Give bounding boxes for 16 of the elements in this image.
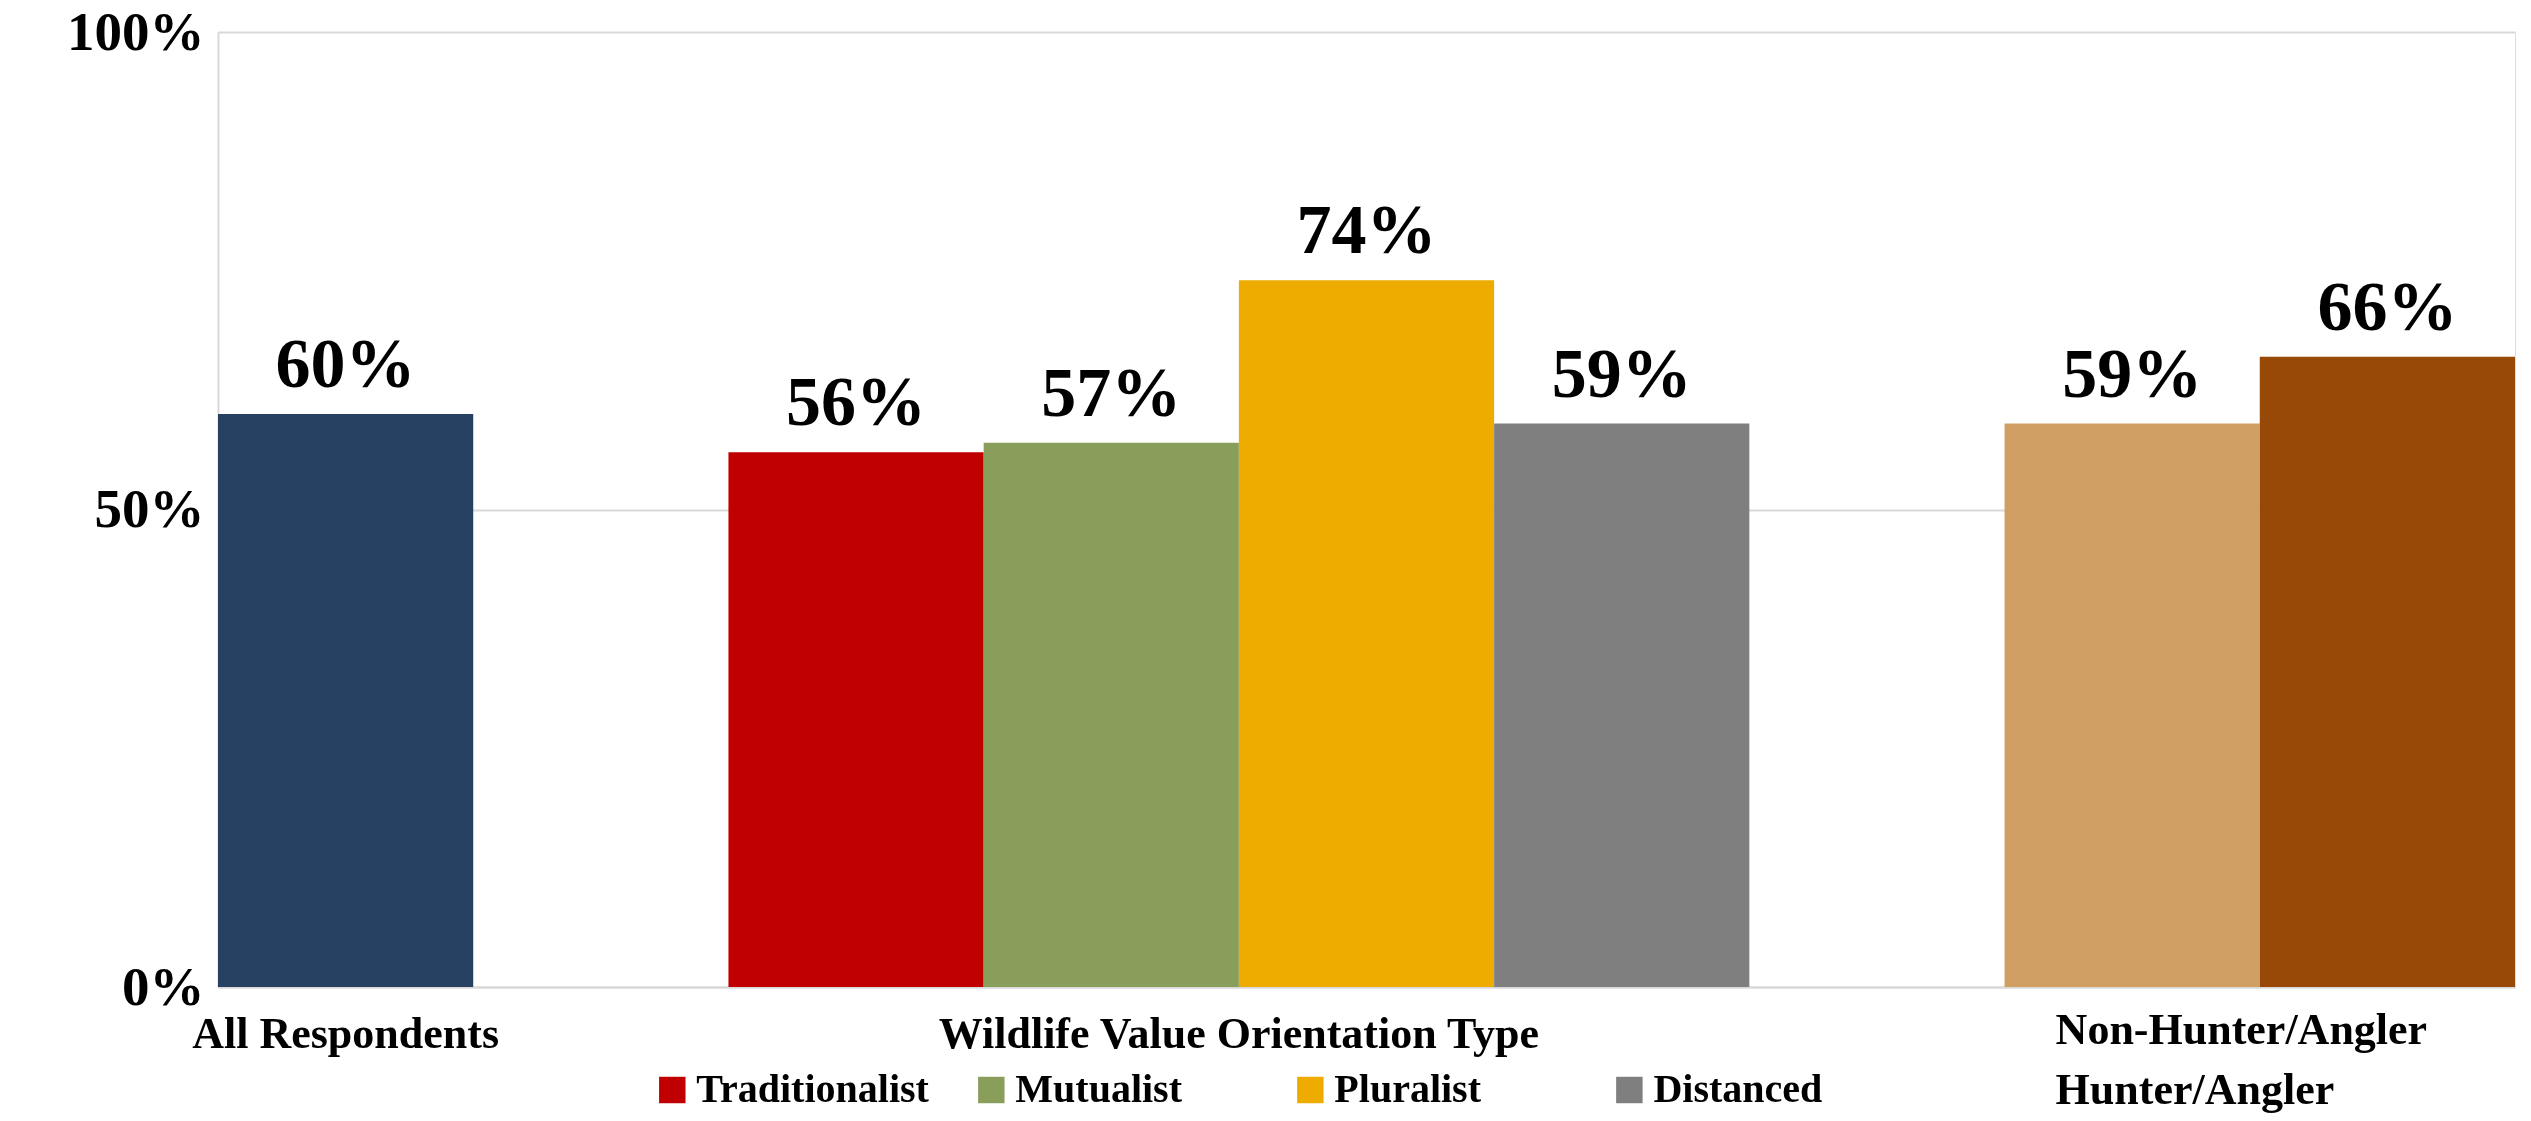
x-tick-label: Wildlife Value Orientation Type [938,1009,1539,1058]
legend-label: Pluralist [1334,1066,1482,1111]
legend-label: Traditionalist [696,1066,930,1111]
data-label: 60% [275,325,416,402]
data-label: 59% [1551,334,1692,412]
data-label: 66% [2317,267,2458,345]
series-label: Hunter/Angler [2055,1065,2335,1114]
data-label: 59% [2062,334,2203,412]
y-tick-label: 100% [67,0,205,62]
data-label: 74% [1296,191,1437,269]
legend-label: Distanced [1653,1066,1823,1111]
series-label: Non-Hunter/Angler [2055,1005,2428,1054]
y-tick-label: 50% [94,478,205,539]
data-label: 56% [786,363,927,441]
legend-label: Mutualist [1015,1066,1183,1111]
data-label: 57% [1041,353,1182,431]
